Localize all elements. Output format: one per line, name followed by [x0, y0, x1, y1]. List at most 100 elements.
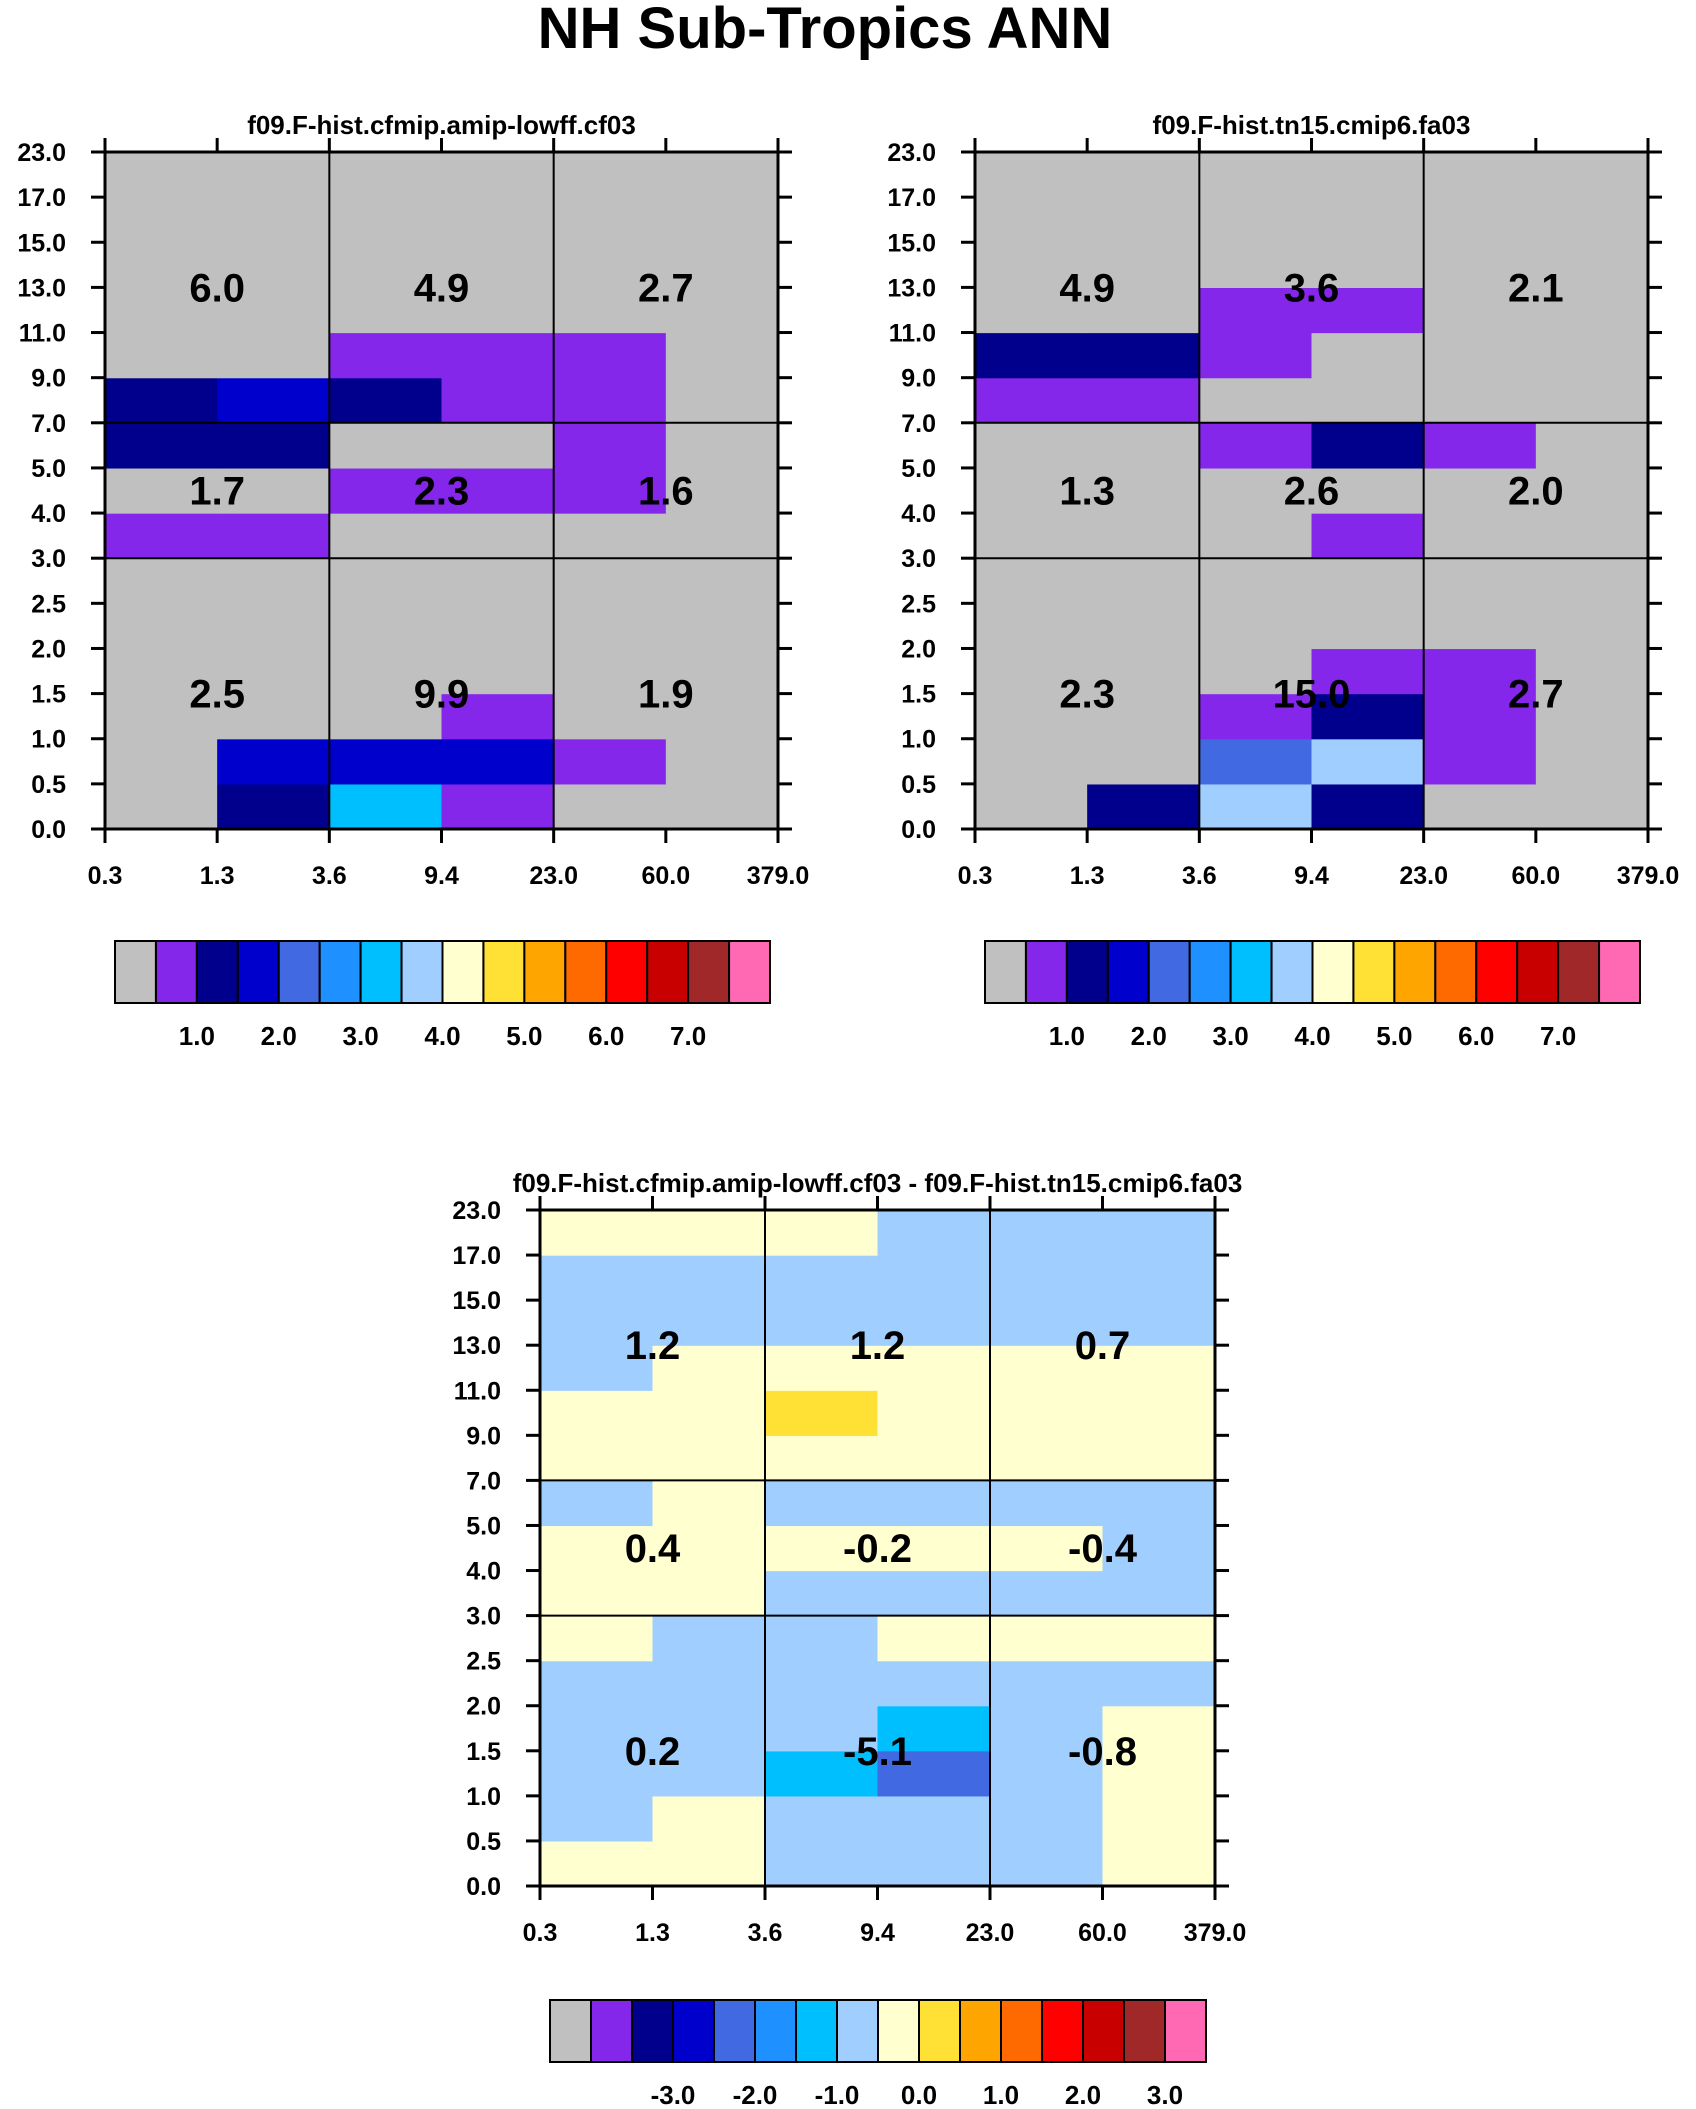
panel-p2: f09.F-hist.tn15.cmip6.fa03 0.3 1.3 3.6 9.4 23… — [887, 110, 1679, 1051]
x-tick-label: 0.3 — [88, 862, 123, 890]
heat-cell — [1087, 422, 1200, 469]
heat-cell — [652, 1705, 766, 1752]
heat-cell — [1199, 738, 1313, 785]
heat-cell — [1311, 603, 1425, 650]
colorbar-swatch — [1475, 940, 1519, 1004]
x-tick-label: 0.3 — [523, 1919, 558, 1947]
heat-cell — [105, 377, 218, 424]
heat-cell — [1102, 1750, 1216, 1797]
heat-cell — [553, 558, 667, 604]
y-tick-label: 0.0 — [901, 816, 936, 844]
y-tick-label: 1.5 — [901, 681, 936, 709]
heat-cell — [990, 1255, 1104, 1301]
heat-cell — [665, 513, 779, 559]
block-value-label: -5.1 — [843, 1730, 912, 1774]
heat-cell — [1199, 422, 1313, 469]
heat-cell — [553, 422, 667, 469]
heat-cell — [1102, 1525, 1216, 1572]
colorbar-label: 5.0 — [1376, 1021, 1412, 1051]
heat-cell — [1102, 1795, 1216, 1842]
heat-cell — [1423, 648, 1537, 695]
heat-cell — [877, 1345, 991, 1391]
heat-cell — [1087, 603, 1200, 650]
heat-cell — [665, 332, 779, 379]
colorbar-label: 1.0 — [983, 2080, 1019, 2109]
colorbar-label: 1.0 — [179, 1021, 215, 1051]
heat-cell — [1423, 513, 1537, 559]
colorbar-swatch — [1188, 940, 1232, 1004]
y-tick-label: 0.0 — [466, 1873, 501, 1901]
colorbar-swatch — [1041, 1999, 1084, 2063]
block-value-label: 4.9 — [1059, 266, 1115, 310]
heat-cell — [1311, 558, 1425, 604]
x-tick-label: 23.0 — [1399, 862, 1448, 890]
y-tick-label: 1.0 — [466, 1783, 501, 1811]
heat-cell — [1102, 1345, 1216, 1391]
heat-cell — [975, 603, 1088, 650]
colorbar-swatch — [984, 940, 1027, 1004]
heat-cell — [765, 1615, 879, 1662]
x-tick-label: 60.0 — [1511, 862, 1560, 890]
heat-cell — [1535, 287, 1649, 334]
colorbar-swatch — [1598, 940, 1641, 1004]
heat-cell — [1102, 1480, 1216, 1527]
heat-cell — [105, 197, 218, 243]
heat-cell — [665, 287, 779, 334]
heat-cell — [329, 287, 443, 334]
heat-cell — [553, 648, 667, 695]
y-tick-label: 2.0 — [901, 635, 936, 663]
heat-cell — [1311, 693, 1425, 740]
heat-cell — [441, 558, 555, 604]
heat-cell — [217, 467, 330, 514]
colorbar-swatch — [1352, 940, 1396, 1004]
heat-cell — [329, 332, 443, 379]
heat-cell — [975, 197, 1088, 243]
heat-cell — [665, 242, 779, 288]
colorbar-swatch — [549, 1999, 592, 2063]
heat-cell — [652, 1795, 766, 1842]
heat-cell — [1102, 1615, 1216, 1662]
y-tick-label: 4.0 — [466, 1558, 501, 1586]
heat-cell — [540, 1705, 654, 1752]
heat-cell — [1087, 467, 1200, 514]
heat-cell — [441, 738, 555, 785]
heat-cell — [553, 377, 667, 424]
heat-cell — [105, 152, 218, 198]
block-value-label: 1.7 — [189, 470, 245, 514]
y-tick-label: 1.5 — [31, 681, 66, 709]
heat-cell — [441, 422, 555, 469]
heat-cell — [975, 377, 1088, 424]
heat-cell — [1423, 197, 1537, 243]
heat-cell — [975, 558, 1088, 604]
heat-cell — [553, 152, 667, 198]
heat-cell — [1087, 197, 1200, 243]
y-tick-label: 11.0 — [454, 1377, 501, 1405]
colorbar-label: 2.0 — [1131, 1021, 1167, 1051]
y-tick-label: 1.0 — [31, 726, 66, 754]
y-tick-label: 3.0 — [31, 545, 66, 573]
heat-cell — [990, 1795, 1104, 1842]
colorbar-swatch — [523, 940, 567, 1004]
colorbar-label: 4.0 — [424, 1021, 460, 1051]
y-tick-label: 9.0 — [466, 1422, 501, 1450]
colorbar-swatch — [1065, 940, 1109, 1004]
heat-cell — [1311, 738, 1425, 785]
panel-title: f09.F-hist.cfmip.amip-lowff.cf03 — [247, 110, 636, 140]
heat-cell — [1311, 377, 1425, 424]
heat-cell — [329, 377, 443, 424]
heat-cell — [1199, 197, 1313, 243]
heat-cell — [652, 1435, 766, 1481]
heat-cell — [105, 693, 218, 740]
y-tick-label: 2.0 — [466, 1693, 501, 1721]
heat-cell — [765, 1480, 879, 1527]
heat-cell — [1199, 783, 1313, 830]
heat-cell — [1423, 467, 1537, 514]
y-tick-label: 7.0 — [901, 410, 936, 438]
heat-cell — [877, 1570, 991, 1617]
heat-cell — [105, 332, 218, 379]
heat-cell — [877, 1255, 991, 1301]
y-tick-label: 4.0 — [901, 500, 936, 528]
heat-cell — [1102, 1390, 1216, 1436]
block-value-label: 2.1 — [1508, 266, 1564, 310]
y-tick-label: 0.5 — [31, 771, 66, 799]
